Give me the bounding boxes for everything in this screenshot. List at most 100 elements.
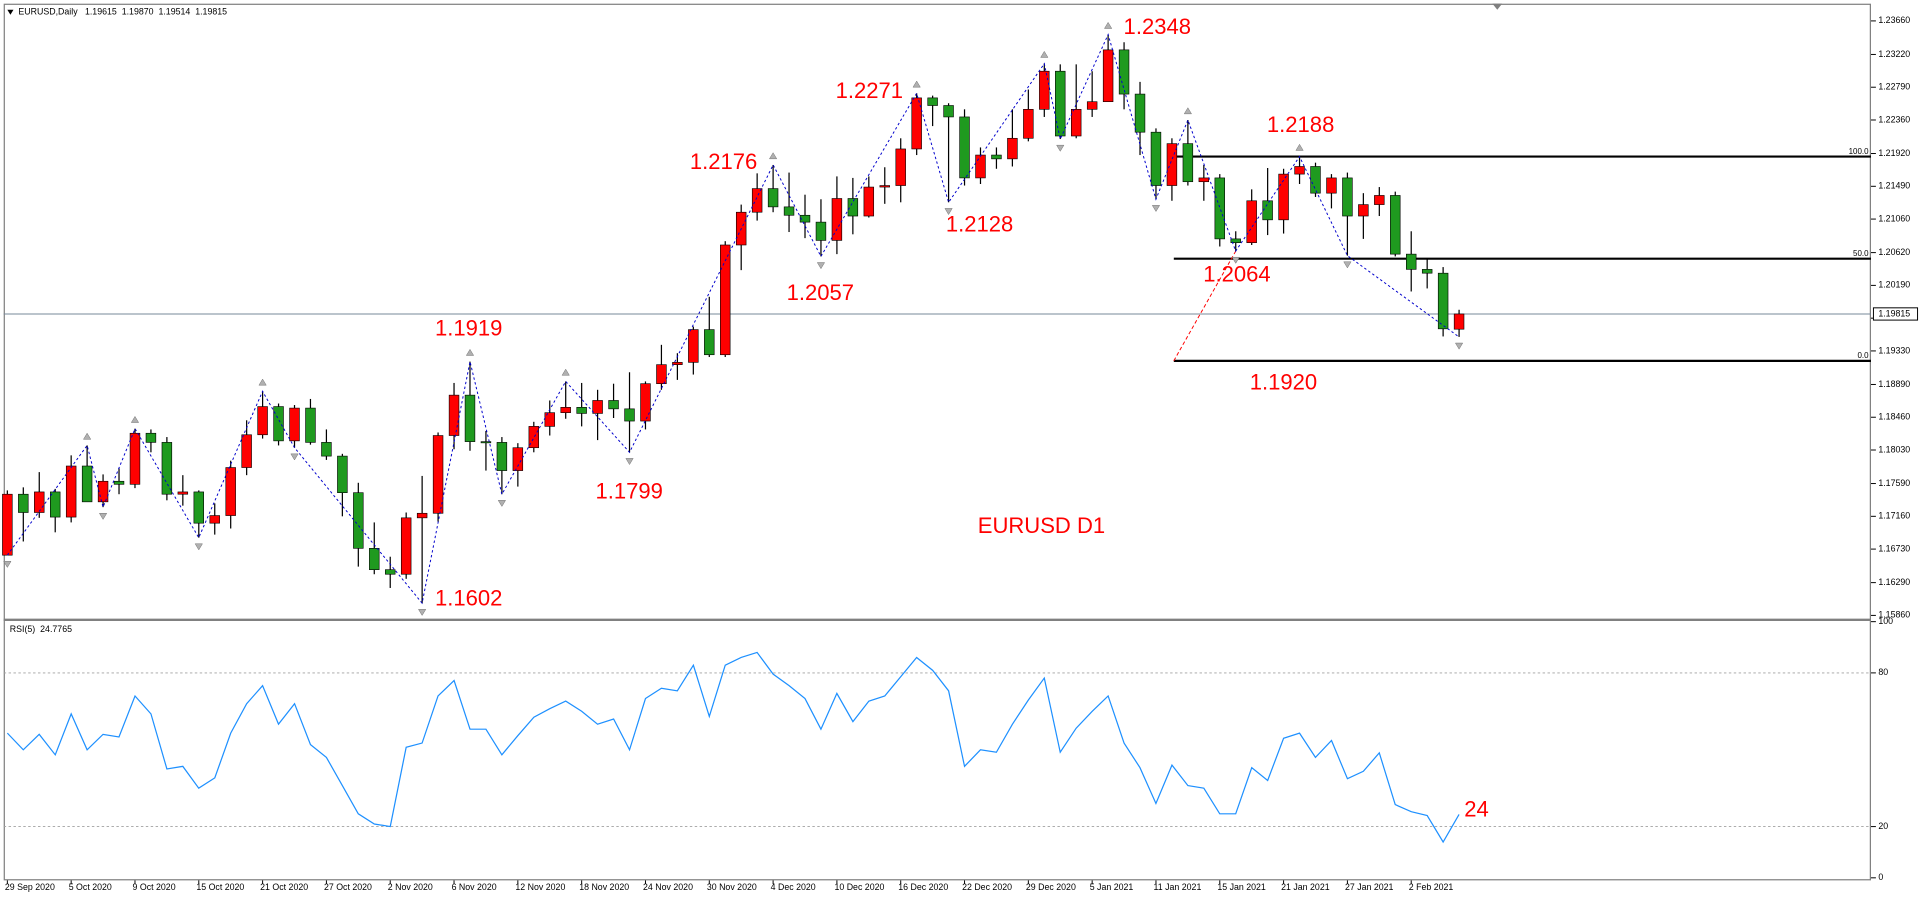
- candle-body: [927, 97, 938, 106]
- candle-body: [592, 400, 603, 414]
- candle-body: [225, 467, 236, 516]
- x-tick-label: 30 Nov 2020: [707, 882, 757, 892]
- candle-body: [1118, 49, 1130, 95]
- x-tick-label: 29 Sep 2020: [5, 882, 55, 892]
- candle-body: [1390, 195, 1401, 255]
- candle-body: [1278, 173, 1289, 221]
- candle-body: [385, 569, 396, 575]
- y-tick-label: 1.22790: [1878, 82, 1910, 92]
- candle-body: [1358, 204, 1369, 217]
- close-label: 1.19815: [195, 7, 227, 17]
- candle-body: [1326, 177, 1337, 194]
- fractal-arrow: [258, 378, 267, 386]
- candle-body: [1166, 143, 1178, 186]
- candle-body: [18, 493, 29, 513]
- candle-body: [688, 329, 699, 363]
- fractal-arrow: [625, 458, 634, 466]
- candle-body: [432, 435, 444, 514]
- candle-body: [704, 329, 715, 356]
- x-tick-label: 16 Dec 2020: [898, 882, 948, 892]
- candle-body: [544, 412, 555, 427]
- candle-body: [241, 434, 252, 468]
- candle-body: [959, 116, 970, 179]
- rsi-header: RSI(5) 24.7765: [10, 625, 72, 635]
- candle-body: [177, 491, 189, 495]
- x-tick-label: 18 Nov 2020: [579, 882, 629, 892]
- candle-body: [1342, 177, 1353, 217]
- y-tick-label: 1.21490: [1878, 181, 1910, 191]
- y-tick-label: 1.21920: [1878, 148, 1910, 158]
- fractal-arrow: [1231, 256, 1240, 264]
- candle-body: [943, 105, 954, 118]
- fibo-label: 100.0: [1849, 147, 1869, 156]
- fractal-arrow: [1056, 144, 1065, 152]
- x-tick-label: 12 Nov 2020: [515, 882, 565, 892]
- fibo-trendline: [1173, 250, 1237, 362]
- y-tick-label: 80: [1878, 667, 1888, 677]
- candle-body: [1007, 137, 1018, 160]
- fibo-label: 50.0: [1853, 249, 1869, 258]
- candle-body: [209, 515, 220, 524]
- candle-body: [1294, 166, 1305, 175]
- candle-body: [1023, 109, 1034, 139]
- x-tick-label: 4 Dec 2020: [771, 882, 816, 892]
- candle-body: [831, 198, 843, 241]
- y-tick-label: 1.19330: [1878, 345, 1910, 355]
- candle-body: [1214, 177, 1225, 240]
- candle-body: [496, 442, 508, 471]
- candle-body: [1134, 93, 1146, 133]
- price-annotation: 1.2128: [946, 211, 1013, 236]
- price-annotation: 1.2188: [1267, 112, 1334, 137]
- current-price-label: 1.19815: [1878, 308, 1910, 318]
- fractal-arrow: [290, 453, 299, 461]
- y-tick-label: 1.17160: [1878, 511, 1910, 521]
- candle-body: [1437, 272, 1449, 330]
- candle-body: [576, 407, 587, 414]
- x-tick-label: 2 Nov 2020: [388, 882, 433, 892]
- chart-frame: [3, 3, 1871, 881]
- fractal-arrow: [83, 432, 92, 440]
- candle-body: [624, 408, 635, 422]
- candle-body: [528, 426, 540, 449]
- candle-body: [1150, 131, 1162, 186]
- candle-body: [193, 491, 204, 524]
- fractal-arrow: [418, 609, 427, 616]
- y-tick-label: 0: [1878, 872, 1883, 882]
- x-tick-label: 29 Dec 2020: [1026, 882, 1076, 892]
- x-tick-label: 27 Jan 2021: [1345, 882, 1394, 892]
- candle-body: [1421, 269, 1433, 274]
- y-tick-label: 1.23660: [1878, 15, 1910, 25]
- price-annotation: 1.1602: [435, 585, 502, 610]
- x-tick-label: 10 Dec 2020: [834, 882, 884, 892]
- candle-body: [560, 407, 571, 413]
- fractal-arrow: [561, 368, 570, 376]
- candle-body: [1182, 143, 1194, 183]
- x-tick-label: 11 Jan 2021: [1154, 882, 1202, 892]
- fractal-arrow: [1295, 143, 1304, 151]
- x-tick-label: 2 Feb 2021: [1409, 882, 1454, 892]
- candle-body: [767, 188, 779, 208]
- x-tick-label: 21 Jan 2021: [1281, 882, 1330, 892]
- fractal-arrow: [1343, 261, 1352, 269]
- candle-body: [337, 455, 348, 493]
- candle-body: [305, 407, 316, 443]
- candle-body: [863, 186, 875, 217]
- candle-body: [97, 480, 109, 503]
- candle-body: [783, 206, 795, 216]
- price-annotation: 1.2271: [836, 78, 903, 103]
- price-annotation: 1.1799: [595, 479, 662, 504]
- x-tick-label: 27 Oct 2020: [324, 882, 372, 892]
- y-tick-label: 1.18890: [1878, 379, 1910, 389]
- candle-body: [1230, 238, 1241, 244]
- candle-body: [512, 447, 524, 471]
- candle-body: [416, 512, 428, 519]
- candle-body: [273, 406, 284, 442]
- candle-body: [321, 442, 332, 457]
- rsi-annotation: 24: [1464, 796, 1489, 821]
- candle-body: [879, 185, 890, 188]
- menu-arrow: [7, 9, 14, 15]
- price-annotation: EURUSD D1: [978, 513, 1105, 538]
- fibo-label: 0.0: [1857, 351, 1869, 360]
- x-tick-label: 15 Oct 2020: [196, 882, 244, 892]
- fractal-arrow: [3, 561, 12, 568]
